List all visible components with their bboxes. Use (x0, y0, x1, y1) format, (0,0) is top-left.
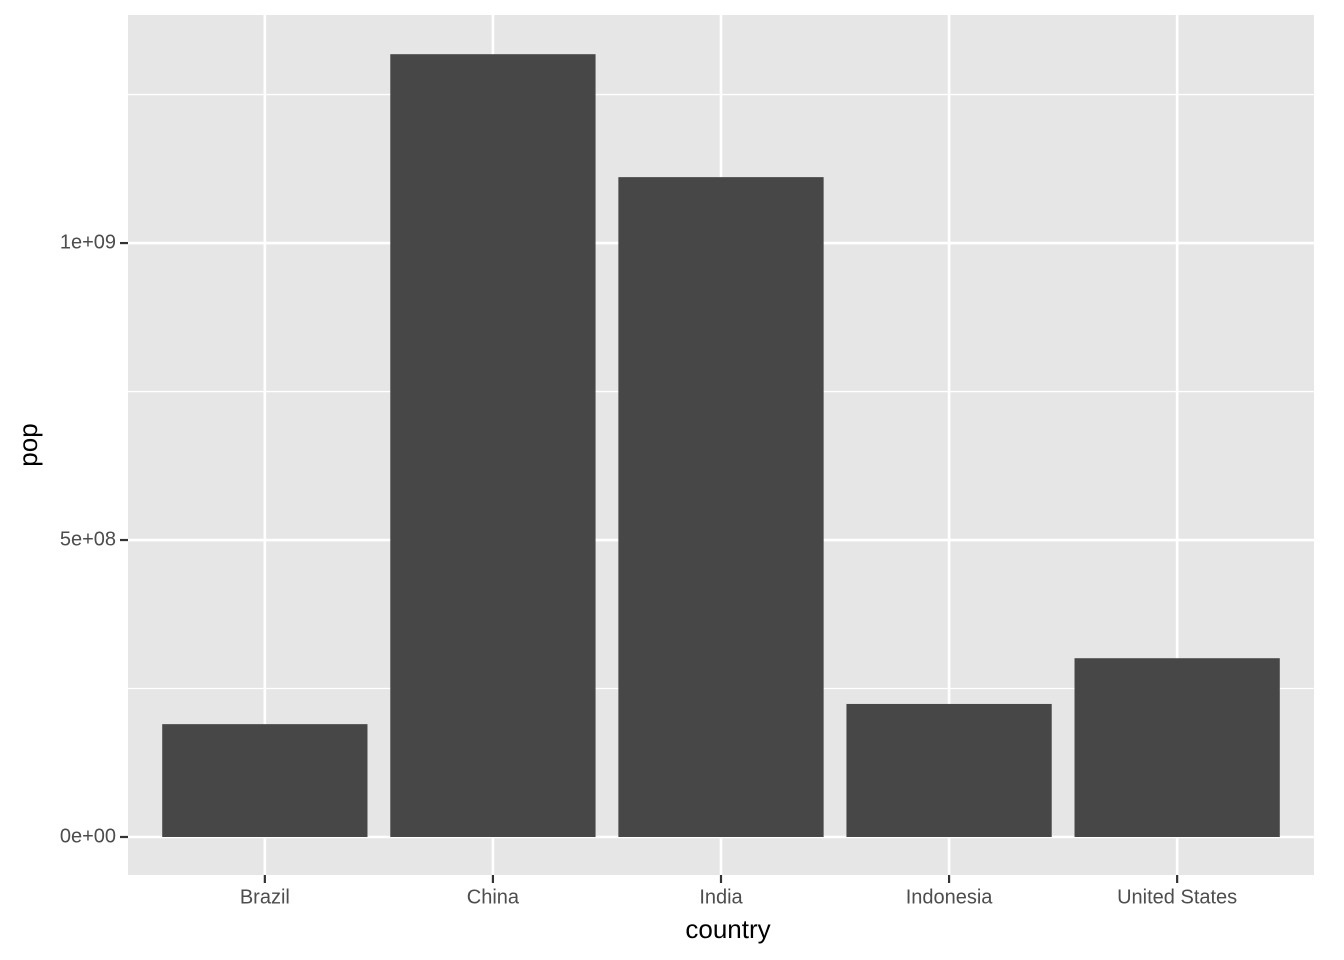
y-tick-label: 1e+09 (60, 231, 116, 253)
x-tick-label: Indonesia (906, 886, 994, 908)
x-tick-label: China (467, 886, 520, 908)
y-tick-label: 0e+00 (60, 825, 116, 847)
y-tick-label: 5e+08 (60, 528, 116, 550)
bar (1074, 658, 1280, 837)
bar (846, 703, 1052, 837)
x-axis-title: country (685, 914, 770, 944)
x-tick-label: India (699, 886, 743, 908)
y-axis-title: pop (13, 423, 43, 466)
bar (390, 54, 596, 837)
bar (162, 724, 368, 837)
x-tick-label: Brazil (240, 886, 290, 908)
x-tick-label: United States (1117, 886, 1237, 908)
bar (618, 177, 824, 837)
